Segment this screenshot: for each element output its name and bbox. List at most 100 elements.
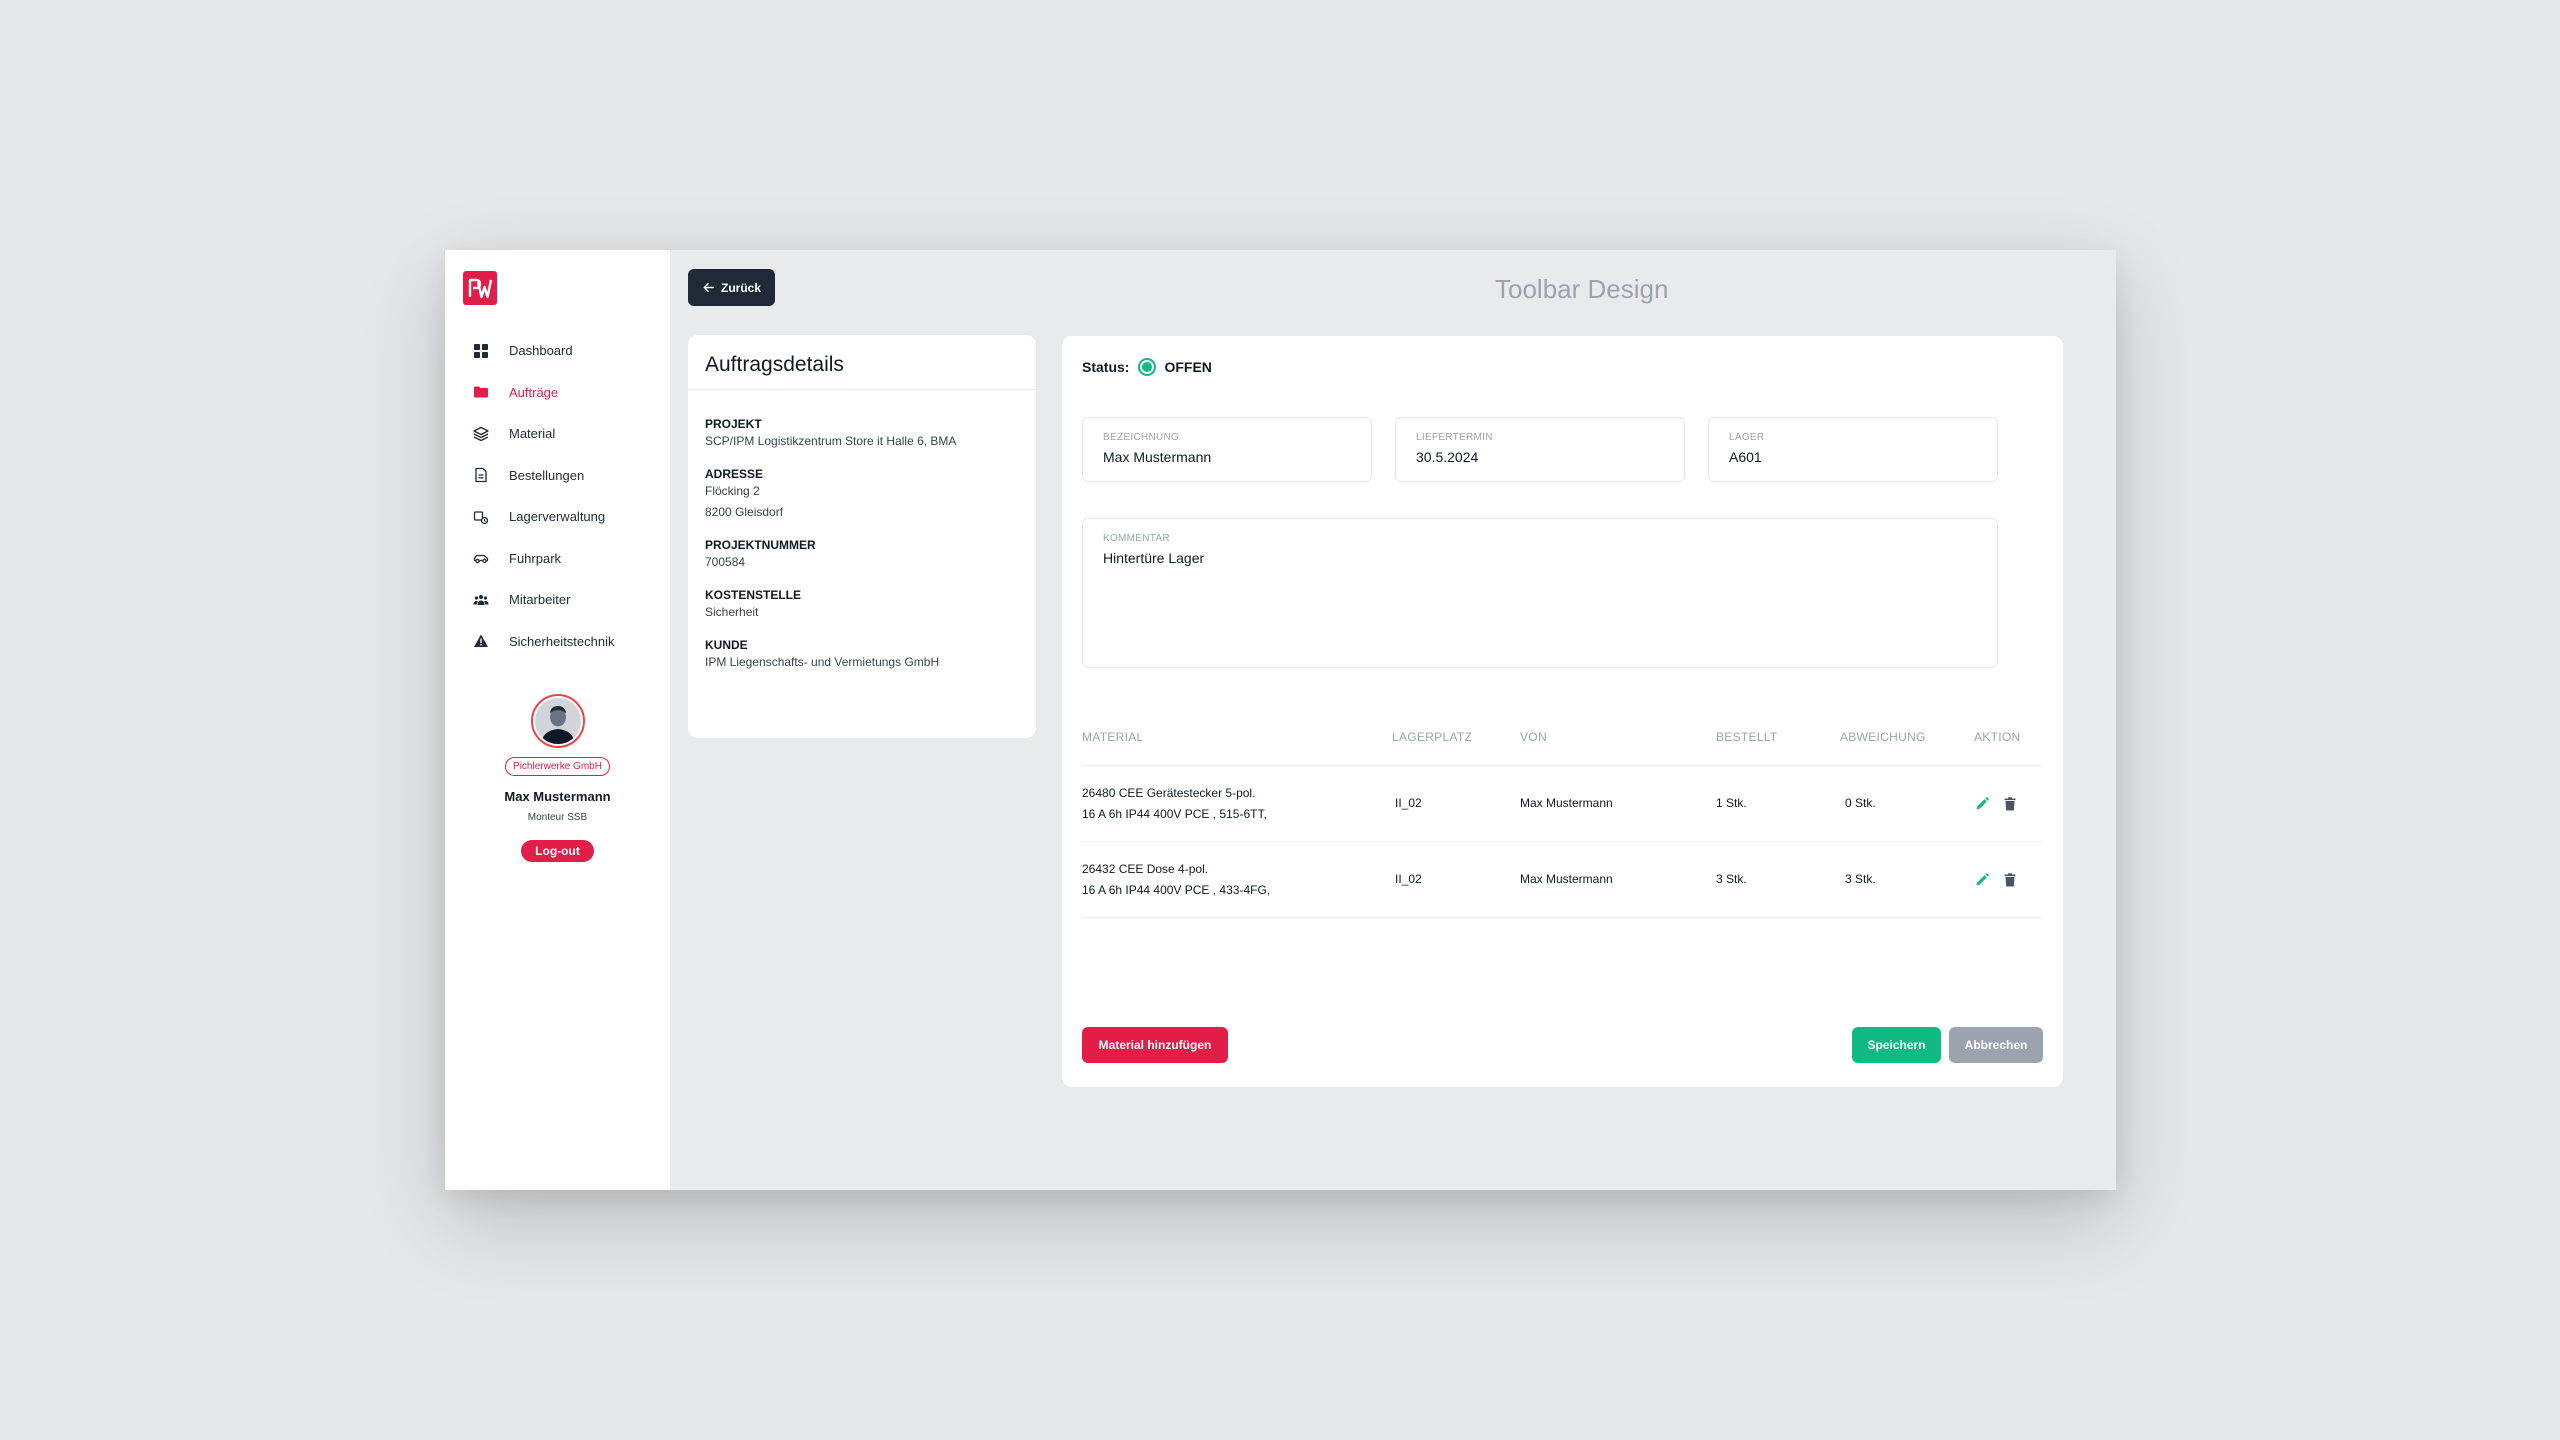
sidebar-item-material[interactable]: Material — [472, 413, 662, 455]
user-role: Monteur SSB — [527, 812, 588, 823]
detail-projektnummer: PROJEKTNUMMER 700584 — [688, 538, 1036, 573]
detail-value: Sicherheit — [705, 605, 759, 619]
detail-value: SCP/IPM Logistikzentrum Store it Halle 6… — [705, 434, 957, 448]
column-header-lagerplatz[interactable]: Lagerplatz — [1392, 729, 1473, 744]
field-label: Bezeichnung — [1103, 432, 1180, 443]
details-title: Auftragsdetails — [688, 335, 1036, 390]
page-title: Toolbar Design — [1495, 274, 1669, 304]
sidebar-item-label: Bestellungen — [509, 467, 585, 483]
material-table: Material Lagerplatz von Bestellt Abweich… — [1082, 722, 2042, 918]
detail-value: 8200 Gleisdorf — [705, 505, 784, 519]
lager-input[interactable] — [1729, 449, 1977, 465]
sidebar-item-label: Fuhrpark — [509, 550, 562, 566]
detail-label: PROJEKTNUMMER — [705, 538, 816, 552]
column-header-aktion: Aktion — [1974, 729, 2021, 744]
edit-icon[interactable] — [1974, 796, 1990, 812]
lager-field[interactable]: Lager — [1708, 417, 1998, 482]
detail-kostenstelle: KOSTENSTELLE Sicherheit — [688, 588, 1036, 623]
status-badge: OFFEN — [1164, 359, 1212, 375]
table-row[interactable]: 26480 CEE Gerätestecker 5-pol. 16 A 6h I… — [1082, 766, 2042, 842]
cell-aktion — [1974, 796, 2042, 812]
avatar[interactable] — [530, 694, 585, 748]
cell-abweichung: 3 Stk. — [1845, 872, 1876, 886]
app-window: Dashboard Aufträge Material Bestellungen — [445, 250, 2116, 1190]
edit-icon[interactable] — [1974, 872, 1990, 888]
sidebar-item-sicherheitstechnik[interactable]: Sicherheitstechnik — [472, 621, 662, 663]
field-label: Liefertermin — [1416, 432, 1493, 443]
bezeichnung-input[interactable] — [1103, 449, 1351, 465]
truck-box-icon — [472, 508, 490, 526]
grid-icon — [472, 342, 490, 360]
cell-material: 26432 CEE Dose 4-pol. 16 A 6h IP44 400V … — [1082, 859, 1392, 901]
table-row[interactable]: 26432 CEE Dose 4-pol. 16 A 6h IP44 400V … — [1082, 842, 2042, 918]
column-header-von[interactable]: von — [1520, 729, 1547, 744]
sidebar: Dashboard Aufträge Material Bestellungen — [445, 250, 670, 1190]
status-indicator-icon — [1138, 358, 1157, 376]
material-spec: 16 A 6h IP44 400V PCE , 433-4FG, — [1082, 882, 1271, 897]
back-button[interactable]: Zurück — [688, 269, 775, 306]
document-icon — [472, 466, 490, 484]
detail-value: IPM Liegenschafts- und Vermietungs GmbH — [705, 655, 940, 669]
folder-icon — [472, 383, 490, 401]
brand-logo[interactable] — [463, 271, 497, 305]
back-button-label: Zurück — [720, 280, 761, 295]
cell-abweichung: 0 Stk. — [1845, 796, 1876, 810]
cell-von: Max Mustermann — [1520, 796, 1613, 810]
column-header-material[interactable]: Material — [1082, 729, 1144, 744]
order-details-card: Auftragsdetails PROJEKT SCP/IPM Logistik… — [688, 335, 1036, 738]
sidebar-item-auftraege[interactable]: Aufträge — [472, 372, 662, 414]
cell-lagerplatz: II_02 — [1395, 796, 1422, 810]
user-name: Max Mustermann — [504, 789, 611, 804]
sidebar-item-label: Sicherheitstechnik — [509, 633, 615, 649]
sidebar-item-dashboard[interactable]: Dashboard — [472, 330, 662, 372]
sidebar-item-fuhrpark[interactable]: Fuhrpark — [472, 538, 662, 580]
liefertermin-input[interactable] — [1416, 449, 1664, 465]
sidebar-item-label: Lagerverwaltung — [509, 509, 606, 525]
cell-von: Max Mustermann — [1520, 872, 1613, 886]
trash-icon[interactable] — [2002, 796, 2018, 812]
detail-projekt: PROJEKT SCP/IPM Logistikzentrum Store it… — [688, 417, 1036, 452]
sidebar-item-mitarbeiter[interactable]: Mitarbeiter — [472, 579, 662, 621]
layers-icon — [472, 425, 490, 443]
sidebar-item-label: Dashboard — [509, 343, 573, 359]
detail-value: 700584 — [705, 555, 746, 569]
user-profile: Pichlerwerke GmbH Max Mustermann Monteur… — [445, 694, 670, 862]
detail-label: KUNDE — [705, 638, 748, 652]
cell-bestellt: 1 Stk. — [1716, 796, 1747, 810]
material-name: 26480 CEE Gerätestecker 5-pol. — [1082, 785, 1256, 800]
cancel-button[interactable]: Abbrechen — [1949, 1027, 2043, 1063]
detail-label: PROJEKT — [705, 417, 762, 431]
users-icon — [472, 591, 490, 609]
sidebar-nav: Dashboard Aufträge Material Bestellungen — [472, 330, 662, 662]
detail-kunde: KUNDE IPM Liegenschafts- und Vermietungs… — [688, 638, 1036, 673]
arrow-left-icon — [703, 283, 714, 292]
cell-aktion — [1974, 872, 2042, 888]
material-name: 26432 CEE Dose 4-pol. — [1082, 861, 1209, 876]
sidebar-item-bestellungen[interactable]: Bestellungen — [472, 455, 662, 497]
column-header-bestellt[interactable]: Bestellt — [1716, 729, 1778, 744]
logout-button[interactable]: Log-out — [521, 840, 594, 862]
field-label: Lager — [1729, 432, 1765, 443]
order-form-card: Status: OFFEN Bezeichnung Liefertermin L… — [1062, 336, 2063, 1087]
warning-icon — [472, 632, 490, 650]
add-material-button[interactable]: Material hinzufügen — [1082, 1027, 1228, 1063]
trash-icon[interactable] — [2002, 872, 2018, 888]
table-header: Material Lagerplatz von Bestellt Abweich… — [1082, 722, 2042, 766]
sidebar-item-label: Material — [509, 426, 556, 442]
company-badge: Pichlerwerke GmbH — [505, 757, 610, 776]
cell-bestellt: 3 Stk. — [1716, 872, 1747, 886]
kommentar-textarea[interactable]: Hintertüre Lager — [1103, 550, 1977, 630]
detail-adresse: ADRESSE Flöcking 2 8200 Gleisdorf — [688, 467, 1036, 523]
kommentar-field[interactable]: Kommentar Hintertüre Lager — [1082, 518, 1998, 668]
sidebar-item-lagerverwaltung[interactable]: Lagerverwaltung — [472, 496, 662, 538]
save-button[interactable]: Speichern — [1852, 1027, 1941, 1063]
user-photo — [534, 698, 581, 744]
bezeichnung-field[interactable]: Bezeichnung — [1082, 417, 1372, 482]
material-spec: 16 A 6h IP44 400V PCE , 515-6TT, — [1082, 806, 1267, 821]
sidebar-item-label: Mitarbeiter — [509, 592, 571, 608]
column-header-abweichung[interactable]: Abweichung — [1840, 729, 1926, 744]
liefertermin-field[interactable]: Liefertermin — [1395, 417, 1685, 482]
cell-material: 26480 CEE Gerätestecker 5-pol. 16 A 6h I… — [1082, 783, 1392, 825]
sidebar-item-label: Aufträge — [509, 384, 559, 400]
cell-lagerplatz: II_02 — [1395, 872, 1422, 886]
